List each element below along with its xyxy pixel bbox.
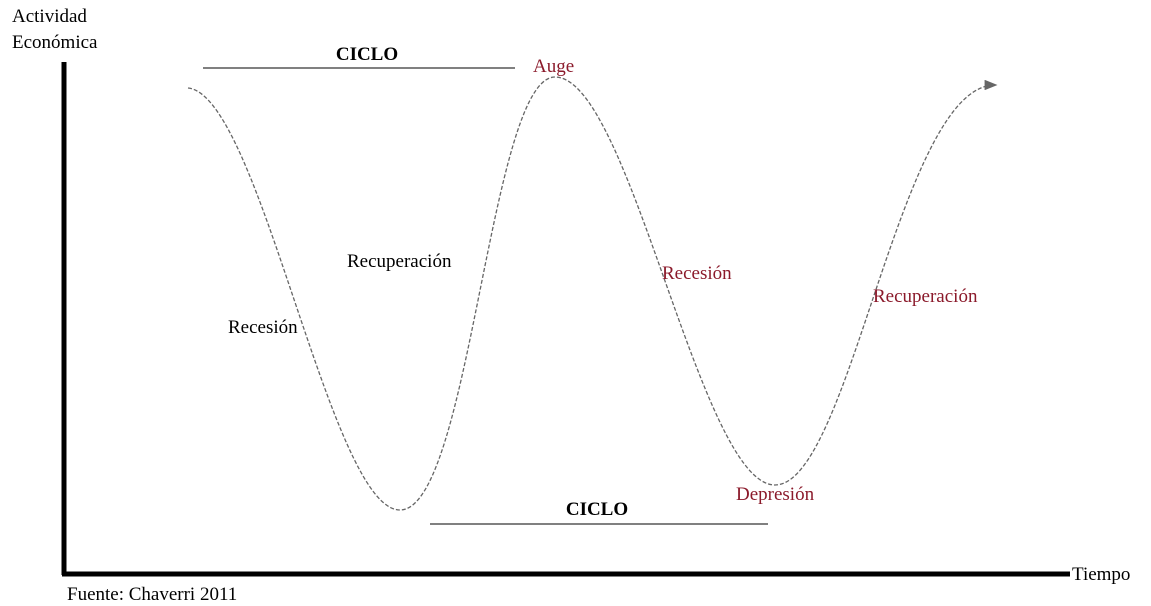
phase-label: Auge bbox=[533, 56, 574, 77]
cycle-label: CICLO bbox=[336, 44, 398, 65]
phase-label: Recuperación bbox=[873, 286, 978, 307]
y-axis-label: Actividad bbox=[12, 6, 87, 27]
phase-label: Recesión bbox=[228, 317, 298, 338]
phase-label: Depresión bbox=[736, 484, 815, 505]
phase-label: Recuperación bbox=[347, 251, 452, 272]
y-axis-label: Económica bbox=[12, 32, 98, 53]
phase-label: Recesión bbox=[662, 263, 732, 284]
cycle-curve bbox=[187, 76, 998, 511]
x-axis-label: Tiempo bbox=[1072, 564, 1130, 585]
cycle-label: CICLO bbox=[566, 499, 628, 520]
source: Fuente: Chaverri 2011 bbox=[67, 584, 237, 605]
